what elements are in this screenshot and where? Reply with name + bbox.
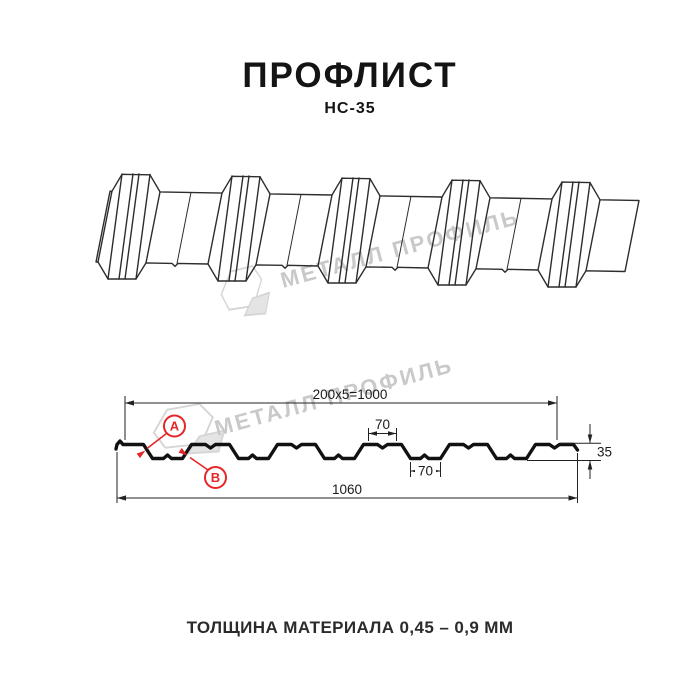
material-thickness-note: ТОЛЩИНА МАТЕРИАЛА 0,45 – 0,9 ММ — [186, 618, 514, 637]
dim-label-crest-width: 70 — [375, 417, 390, 432]
page-title: ПРОФЛИСТ — [242, 56, 458, 95]
dim-label-height: 35 — [597, 445, 612, 460]
dim-label-bottom-total: 1060 — [332, 482, 362, 497]
cross-section-view: МЕТАЛЛ ПРОФИЛЬ 200x5=1000 70 — [114, 352, 612, 503]
marker-a-label: А — [170, 419, 180, 434]
sheet-3d-view: МЕТАЛЛ ПРОФИЛЬ — [95, 173, 640, 317]
dim-label-valley-width: 70 — [418, 464, 433, 479]
sheet-3d-outline — [95, 173, 640, 288]
profile-cross-section — [114, 439, 580, 461]
dim-label-top-total: 200x5=1000 — [313, 387, 388, 402]
dim-height: 35 — [527, 424, 612, 479]
dim-top-total: 200x5=1000 — [124, 387, 558, 440]
metall-profil-logo-icon — [152, 402, 226, 455]
profile-model-code: НС-35 — [324, 100, 376, 117]
marker-b: В — [178, 448, 227, 489]
marker-b-label: В — [211, 470, 220, 485]
marker-a: А — [136, 414, 186, 459]
dim-valley-width: 70 — [410, 462, 441, 479]
sheet-3d-rib-edges — [97, 173, 601, 288]
dim-bottom-total: 1060 — [116, 452, 578, 503]
dim-crest-width: 70 — [368, 417, 397, 441]
